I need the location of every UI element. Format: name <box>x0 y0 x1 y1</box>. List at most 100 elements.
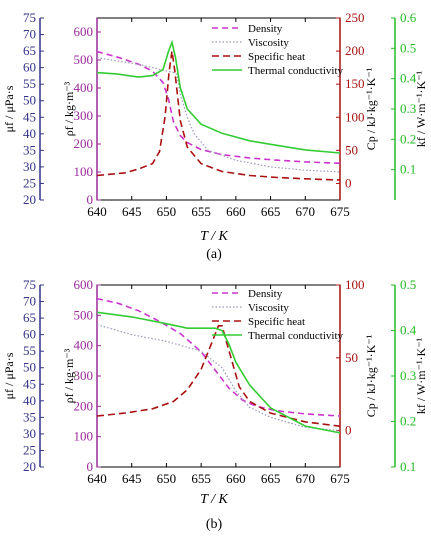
rho-tick-label: 100 <box>74 429 94 444</box>
mu-tick-label: 25 <box>23 442 36 457</box>
k-tick-label: 0.1 <box>400 162 416 177</box>
cp-tick-label: 50 <box>345 350 358 365</box>
rho-tick-label: 600 <box>74 277 94 292</box>
mu-tick-label: 75 <box>23 10 36 25</box>
mu-tick-label: 40 <box>23 126 36 141</box>
panel-b: (b) T / K 640 645 650 655 660 665 670 675202530… <box>2 277 428 532</box>
legend: Density Viscosity Specific heat Thermal con… <box>212 23 343 77</box>
x-tick-label: 645 <box>122 471 142 486</box>
rho-tick-label: 0 <box>87 459 94 474</box>
k-tick-label: 0.5 <box>400 277 416 292</box>
rho-tick-label: 400 <box>74 338 94 353</box>
series-thermal-conductivity <box>96 39 341 154</box>
series-specific-heat <box>96 324 341 427</box>
mu-tick-label: 30 <box>23 426 36 441</box>
series-density <box>96 297 341 417</box>
mu-tick-label: 75 <box>23 277 36 292</box>
mu-tick-label: 50 <box>23 93 36 108</box>
cp-tick-label: 250 <box>345 10 365 25</box>
mu-tick-label: 65 <box>23 43 36 58</box>
x-tick-label: 655 <box>191 471 211 486</box>
cp-axis-title: Cp / kJ·kg⁻¹·K⁻¹ <box>364 67 378 150</box>
cp-tick-label: 50 <box>345 142 358 157</box>
plot-frame <box>96 284 341 468</box>
cp-axis-title: Cp / kJ·kg⁻¹·K⁻¹ <box>364 334 378 417</box>
mu-tick-label: 35 <box>23 409 36 424</box>
x-tick-label: 660 <box>226 471 246 486</box>
mu-tick-label: 35 <box>23 142 36 157</box>
mu-tick-label: 20 <box>23 459 36 474</box>
legend-label: Density <box>248 23 283 35</box>
k-tick-label: 0.2 <box>400 414 416 429</box>
rho-tick-label: 300 <box>74 368 94 383</box>
panel-a: (a) T / K 640 645 650 655 660 665 670 675202530… <box>2 10 428 262</box>
mu-tick-label: 30 <box>23 159 36 174</box>
rho-tick-label: 400 <box>74 80 94 95</box>
k-tick-label: 0.5 <box>400 40 416 55</box>
series-viscosity <box>96 324 341 432</box>
series-thermal-conductivity <box>96 311 341 434</box>
k-tick-label: 0.6 <box>400 10 417 25</box>
rho-tick-label: 200 <box>74 136 94 151</box>
mu-tick-label: 60 <box>23 60 36 75</box>
cp-tick-label: 100 <box>345 277 365 292</box>
mu-tick-label: 55 <box>23 343 36 358</box>
mu-tick-label: 25 <box>23 175 36 190</box>
rho-tick-label: 0 <box>87 192 94 207</box>
x-tick-label: 645 <box>122 204 142 219</box>
legend-label: Thermal conductivity <box>248 330 343 342</box>
legend-label: Specific heat <box>248 51 305 63</box>
mu-tick-label: 50 <box>23 360 36 375</box>
k-tick-label: 0.3 <box>400 101 416 116</box>
x-axis-label-a: T / K <box>200 229 228 244</box>
legend: Density Viscosity Specific heat Thermal con… <box>212 288 343 342</box>
x-tick-label: 660 <box>226 204 246 219</box>
mu-tick-label: 20 <box>23 192 36 207</box>
x-axis-label-b: T / K <box>200 492 228 507</box>
x-tick-label: 650 <box>157 204 177 219</box>
legend-label: Density <box>248 288 283 300</box>
x-tick-label: 675 <box>330 204 350 219</box>
cp-tick-label: 0 <box>345 423 352 438</box>
rho-axis-title: ρf / kg·m⁻³ <box>62 81 76 136</box>
x-tick-label: 665 <box>261 204 281 219</box>
cp-tick-label: 100 <box>345 109 365 124</box>
mu-tick-label: 60 <box>23 327 36 342</box>
mu-tick-label: 70 <box>23 294 36 309</box>
x-tick-label: 665 <box>261 471 281 486</box>
rho-axis-title: ρf / kg·m⁻³ <box>62 348 76 403</box>
x-tick-label: 675 <box>330 471 350 486</box>
k-tick-label: 0.4 <box>400 323 417 338</box>
series-specific-heat <box>96 50 341 181</box>
legend-label: Viscosity <box>248 37 289 49</box>
cp-tick-label: 150 <box>345 76 365 91</box>
k-tick-label: 0.4 <box>400 71 417 86</box>
k-axis-title: kf / W·m⁻¹·K⁻¹ <box>414 337 428 414</box>
cp-tick-label: 200 <box>345 43 365 58</box>
mu-axis-title: μf / μPa·s <box>2 352 16 399</box>
x-tick-label: 640 <box>87 204 107 219</box>
caption-a: (a) <box>206 247 222 262</box>
mu-axis-title: μf / μPa·s <box>2 85 16 132</box>
series-viscosity <box>96 57 341 173</box>
mu-tick-label: 55 <box>23 76 36 91</box>
rho-tick-label: 100 <box>74 164 94 179</box>
mu-tick-label: 45 <box>23 109 36 124</box>
x-tick-label: 655 <box>191 204 211 219</box>
caption-b: (b) <box>206 517 223 532</box>
x-tick-label: 640 <box>87 471 107 486</box>
rho-tick-label: 500 <box>74 52 94 67</box>
legend-label: Specific heat <box>248 316 305 328</box>
mu-tick-label: 40 <box>23 393 36 408</box>
k-tick-label: 0.2 <box>400 131 416 146</box>
mu-tick-label: 70 <box>23 27 36 42</box>
x-tick-label: 670 <box>296 204 316 219</box>
series-density <box>96 50 341 165</box>
rho-tick-label: 200 <box>74 398 94 413</box>
k-tick-label: 0.1 <box>400 459 416 474</box>
rho-tick-label: 300 <box>74 108 94 123</box>
k-axis-title: kf / W·m⁻¹·K⁻¹ <box>414 70 428 147</box>
mu-tick-label: 45 <box>23 376 36 391</box>
plot-frame <box>96 17 341 201</box>
